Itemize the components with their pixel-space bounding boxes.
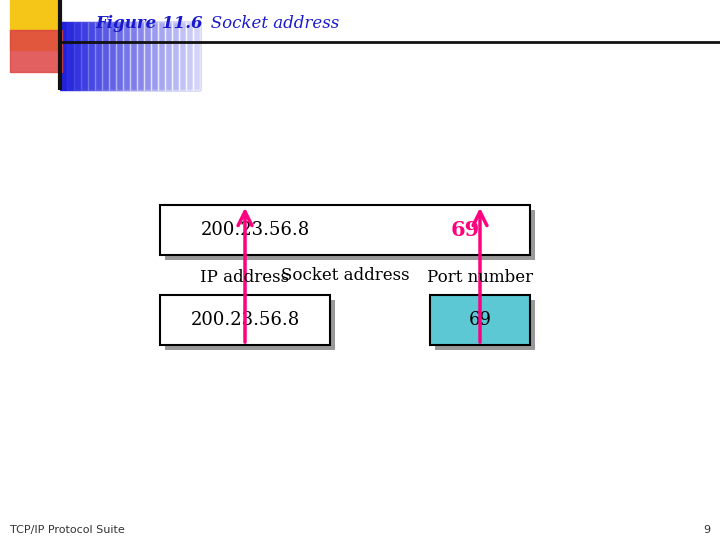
Bar xyxy=(123,22,130,90)
Bar xyxy=(10,0,60,50)
Bar xyxy=(130,22,137,90)
Bar xyxy=(88,22,95,90)
Bar xyxy=(95,22,102,90)
Bar xyxy=(160,295,330,345)
Bar xyxy=(137,22,144,90)
Bar xyxy=(144,22,151,90)
Text: Figure 11.6: Figure 11.6 xyxy=(95,16,202,32)
Bar xyxy=(102,22,109,90)
Text: TCP/IP Protocol Suite: TCP/IP Protocol Suite xyxy=(10,525,125,535)
Text: 69: 69 xyxy=(451,220,480,240)
Text: Socket address: Socket address xyxy=(281,267,409,284)
Bar xyxy=(109,22,116,90)
Bar xyxy=(179,22,186,90)
Text: 200.23.56.8: 200.23.56.8 xyxy=(190,311,300,329)
Bar xyxy=(193,22,200,90)
Bar xyxy=(67,22,74,90)
Bar xyxy=(165,22,172,90)
Bar xyxy=(172,22,179,90)
Bar xyxy=(158,22,165,90)
Bar xyxy=(186,22,193,90)
Bar xyxy=(165,300,335,350)
Bar xyxy=(151,22,158,90)
Bar xyxy=(60,22,67,90)
Text: IP address: IP address xyxy=(200,268,289,286)
Bar xyxy=(60,22,200,90)
Bar xyxy=(430,295,530,345)
Bar xyxy=(74,22,81,90)
Text: Socket address: Socket address xyxy=(195,16,339,32)
Bar xyxy=(116,22,123,90)
Text: Port number: Port number xyxy=(427,268,533,286)
Text: 200.23.56.8: 200.23.56.8 xyxy=(200,221,310,239)
Bar xyxy=(81,22,88,90)
Bar xyxy=(165,210,535,260)
Text: 9: 9 xyxy=(703,525,710,535)
Bar xyxy=(160,205,530,255)
Bar xyxy=(435,300,535,350)
Text: 69: 69 xyxy=(469,311,492,329)
Bar xyxy=(10,30,62,72)
